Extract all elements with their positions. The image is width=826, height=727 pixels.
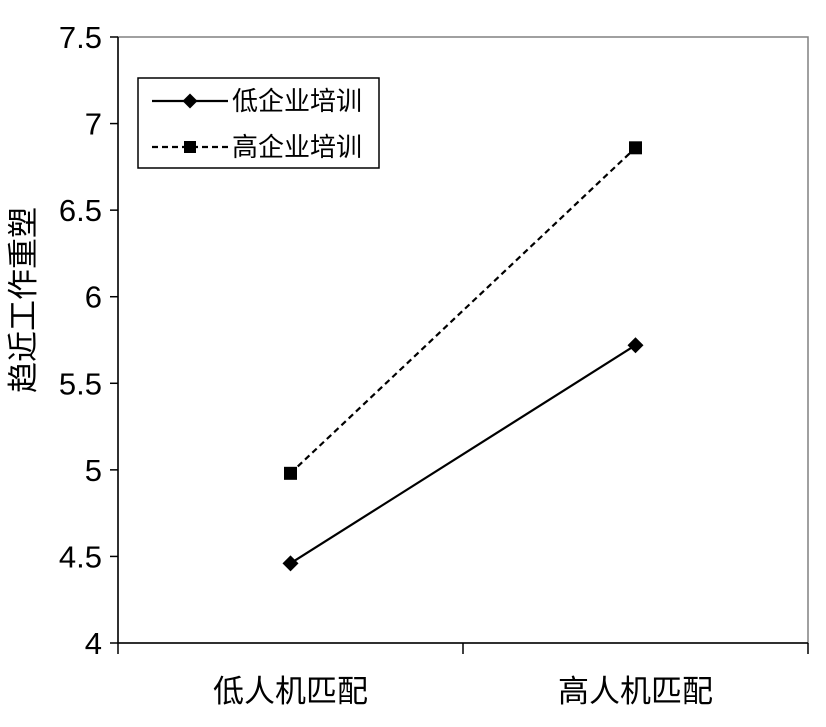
x-category-label: 低人机匹配 (213, 674, 368, 710)
legend-marker (182, 93, 198, 109)
legend-label: 高企业培训 (232, 133, 362, 163)
y-tick-label: 5 (85, 453, 102, 488)
series-line (289, 344, 637, 565)
y-axis: 4 4.5 5 5.5 6 6.5 7 7.5 (59, 20, 119, 661)
x-axis: 低人机匹配 高人机匹配 (117, 642, 809, 710)
legend-item: 低企业培训 (152, 87, 362, 117)
legend-marker (184, 141, 196, 153)
series-layer (282, 141, 644, 572)
legend-box (137, 77, 380, 169)
data-point-marker (627, 337, 644, 354)
y-tick-label: 6.5 (59, 193, 102, 228)
data-point-marker (629, 141, 642, 155)
y-tick-label: 7 (85, 107, 102, 142)
data-point-marker (282, 555, 299, 572)
y-tick-label: 5.5 (59, 366, 102, 401)
data-point-marker (284, 466, 297, 480)
series-2 (284, 141, 642, 480)
y-tick-label: 7.5 (59, 20, 102, 55)
legend-label: 低企业培训 (232, 87, 362, 117)
y-axis-title: 趋近工作重塑 (6, 207, 42, 393)
y-tick-label: 6 (85, 280, 102, 315)
legend-item: 高企业培训 (152, 133, 362, 163)
series-line (289, 147, 637, 475)
y-tick-label: 4 (85, 626, 102, 661)
x-category-label: 高人机匹配 (558, 674, 713, 710)
y-tick-label: 4.5 (59, 539, 102, 574)
series-1 (282, 337, 644, 572)
